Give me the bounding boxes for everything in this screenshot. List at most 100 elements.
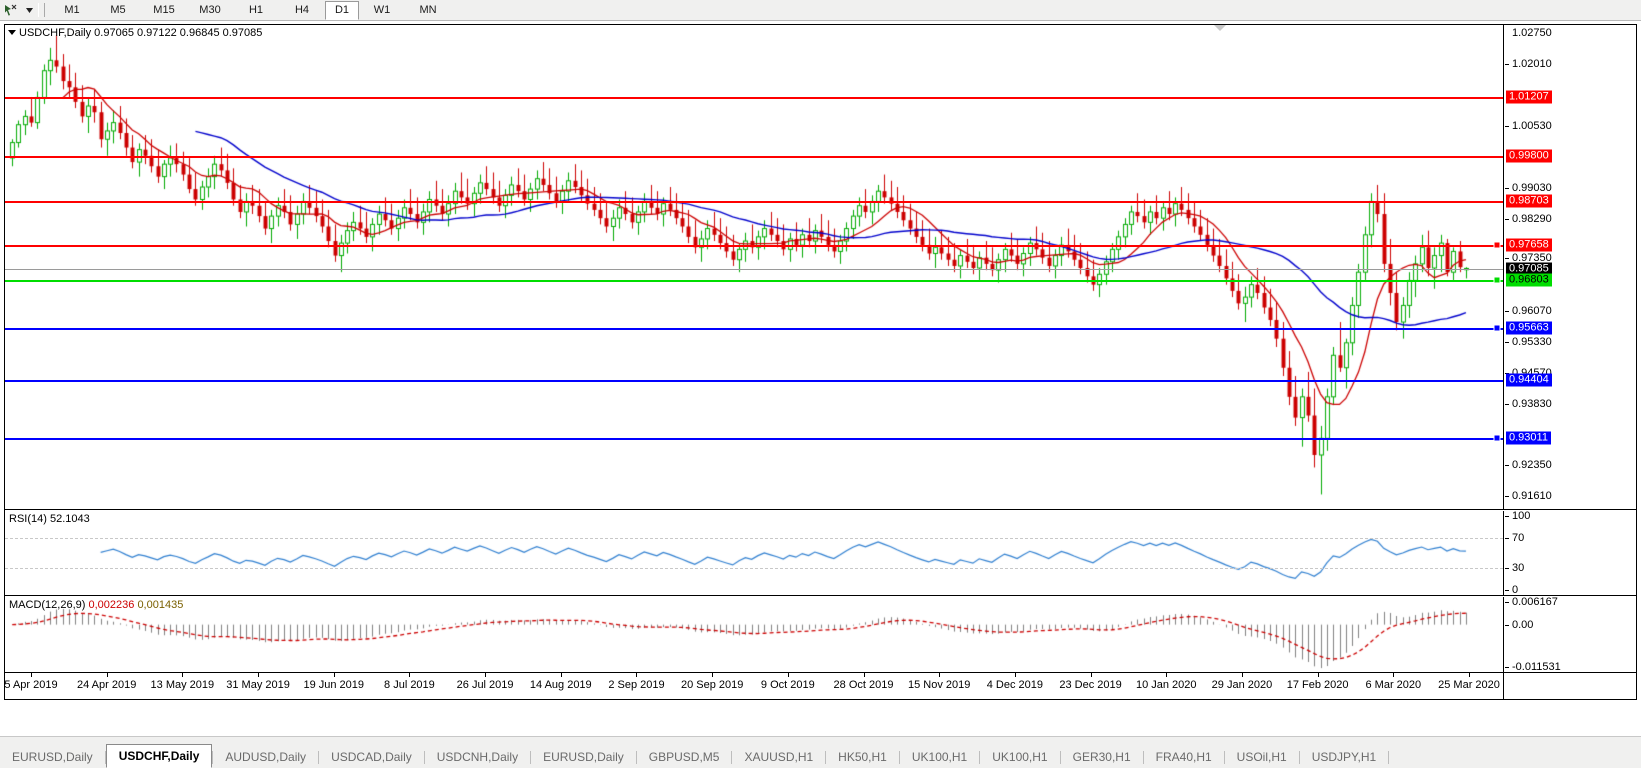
- chart-tab-usdcad-daily[interactable]: USDCAD,Daily: [331, 750, 412, 764]
- level-price-label[interactable]: 0.98703: [1506, 194, 1552, 208]
- level-line[interactable]: [5, 155, 1503, 158]
- chart-tab-audusd-daily[interactable]: AUDUSD,Daily: [225, 750, 307, 764]
- pane-gap-2: [5, 596, 1636, 597]
- timeframe-h4[interactable]: H4: [294, 4, 310, 16]
- level-price-label[interactable]: 0.93011: [1506, 431, 1551, 445]
- time-axis-corner: [1503, 673, 1636, 699]
- time-label: 8 Jul 2019: [384, 679, 435, 691]
- tab-separator: [635, 751, 637, 764]
- level-price-label[interactable]: 0.99800: [1506, 149, 1552, 163]
- level-price-label[interactable]: 0.94404: [1506, 373, 1552, 387]
- time-axis[interactable]: 5 Apr 2019 24 Apr 2019 13 May 2019 31 May 2…: [5, 673, 1636, 699]
- chart-tab-usdchf-daily[interactable]: USDCHF,Daily: [105, 744, 213, 768]
- tab-separator: [979, 751, 981, 764]
- rsi-tick: 70: [1504, 532, 1525, 545]
- time-tick: [1166, 673, 1168, 677]
- time-label: 25 Mar 2020: [1438, 679, 1500, 691]
- toolbar: M1 M5 M15 M30 H1 H4 D1 W1 MN: [0, 0, 1641, 21]
- level-price-label[interactable]: 0.97085: [1506, 262, 1552, 276]
- price-plot[interactable]: USDCHF,Daily 0.97065 0.97122 0.96845 0.9…: [5, 25, 1503, 509]
- chart-tab-usoil-h1[interactable]: USOil,H1: [1236, 750, 1287, 764]
- timeframe-mn[interactable]: MN: [419, 4, 437, 16]
- timeframe-m1[interactable]: M1: [64, 4, 80, 16]
- time-label: 29 Jan 2020: [1211, 679, 1273, 691]
- level-handle[interactable]: [1493, 241, 1501, 249]
- level-price-label[interactable]: 1.01207: [1506, 90, 1552, 104]
- level-line[interactable]: [5, 244, 1503, 247]
- price-tick: 0.95330: [1505, 335, 1552, 348]
- toolbar-grip[interactable]: [38, 3, 45, 17]
- chart-tab-eurusd-daily[interactable]: EURUSD,Daily: [543, 750, 624, 764]
- time-tick: [333, 673, 335, 677]
- rsi-canvas: [5, 511, 1503, 595]
- time-tick: [1469, 673, 1470, 677]
- timeframe-d1[interactable]: D1: [325, 0, 359, 20]
- timeframe-m30[interactable]: M30: [199, 4, 221, 16]
- chart-area[interactable]: USDCHF,Daily 0.97065 0.97122 0.96845 0.9…: [4, 24, 1637, 700]
- level-price-label[interactable]: 0.97658: [1506, 238, 1552, 252]
- level-line[interactable]: [5, 380, 1503, 383]
- chart-tab-uk100-h1[interactable]: UK100,H1: [911, 750, 968, 764]
- level-handle[interactable]: [1493, 324, 1501, 332]
- pane-divider-3: [5, 672, 1636, 673]
- time-tick: [560, 673, 562, 677]
- chart-tab-gbpusd-m5[interactable]: GBPUSD,M5: [648, 750, 720, 764]
- timeframe-m5[interactable]: M5: [110, 4, 126, 16]
- time-label: 15 Nov 2019: [908, 679, 971, 691]
- level-price-label[interactable]: 0.95663: [1506, 321, 1552, 335]
- timeframe-h1[interactable]: H1: [248, 4, 264, 16]
- level-line[interactable]: [5, 268, 1503, 270]
- price-tick: 0.97350: [1505, 251, 1552, 264]
- pane-divider-1[interactable]: [5, 509, 1636, 510]
- level-line[interactable]: [5, 437, 1503, 440]
- level-line[interactable]: [5, 97, 1503, 100]
- time-tick: [1090, 673, 1092, 677]
- chart-tab-fra40-h1[interactable]: FRA40,H1: [1155, 750, 1212, 764]
- time-label: 9 Oct 2019: [760, 679, 815, 691]
- price-axis[interactable]: 1.02750 1.02010 1.00530 0.99030 0.98290 0.973…: [1503, 25, 1636, 509]
- chart-tab-ger30-h1[interactable]: GER30,H1: [1072, 750, 1131, 764]
- level-handle[interactable]: [1493, 276, 1501, 284]
- macd-signal-value: 0,001435: [137, 599, 184, 611]
- level-line[interactable]: [5, 327, 1503, 330]
- chart-tab-xauusd-h1[interactable]: XAUUSD,H1: [744, 750, 814, 764]
- chart-tab-usdcnh-daily[interactable]: USDCNH,Daily: [436, 750, 519, 764]
- macd-main-value: 0,002236: [88, 599, 135, 611]
- price-tick: 1.02010: [1505, 58, 1552, 71]
- rsi-plot[interactable]: RSI(14) 52.1043: [5, 511, 1503, 595]
- time-tick: [863, 673, 865, 677]
- tab-separator: [104, 751, 106, 764]
- tab-separator: [731, 751, 733, 764]
- macd-canvas: [5, 597, 1503, 672]
- tab-separator: [212, 751, 214, 764]
- macd-pane[interactable]: MACD(12,26,9) 0,002236 0,001435 0.006167…: [5, 596, 1636, 673]
- chart-tab-eurusd-daily[interactable]: EURUSD,Daily: [12, 750, 93, 764]
- macd-plot[interactable]: MACD(12,26,9) 0,002236 0,001435: [5, 597, 1503, 672]
- timeframe-m15[interactable]: M15: [153, 4, 175, 16]
- tab-separator: [530, 751, 532, 764]
- time-tick: [409, 673, 411, 677]
- tab-separator: [898, 751, 900, 764]
- rsi-pane[interactable]: RSI(14) 52.1043 100 70 30 0: [5, 510, 1636, 596]
- level-price-label[interactable]: 0.96803: [1506, 273, 1552, 287]
- price-pane[interactable]: USDCHF,Daily 0.97065 0.97122 0.96845 0.9…: [5, 25, 1636, 509]
- pane-divider-2[interactable]: [5, 595, 1636, 596]
- price-tick: 0.96070: [1505, 304, 1552, 317]
- cursor-dropdown-caret-icon[interactable]: [22, 1, 36, 19]
- level-handle[interactable]: [1493, 434, 1501, 442]
- chart-tab-hk50-h1[interactable]: HK50,H1: [838, 750, 887, 764]
- collapse-caret-icon[interactable]: [8, 30, 16, 35]
- cursor-crosshair-icon[interactable]: [0, 1, 22, 19]
- chart-tab-usdjpy-h1[interactable]: USDJPY,H1: [1311, 750, 1377, 764]
- rsi-tick: 100: [1504, 510, 1531, 522]
- chart-tab-uk100-h1[interactable]: UK100,H1: [992, 750, 1048, 764]
- level-line[interactable]: [5, 201, 1503, 204]
- time-label: 31 May 2019: [226, 679, 290, 691]
- timeframe-w1[interactable]: W1: [373, 4, 391, 16]
- rsi-axis: 100 70 30 0: [1503, 510, 1636, 596]
- level-line[interactable]: [5, 280, 1503, 283]
- time-axis-labels: 5 Apr 2019 24 Apr 2019 13 May 2019 31 May 2…: [5, 673, 1503, 699]
- rsi-tick: 0: [1504, 584, 1519, 596]
- tab-separator: [1223, 751, 1225, 764]
- price-tick: 0.98290: [1505, 212, 1552, 225]
